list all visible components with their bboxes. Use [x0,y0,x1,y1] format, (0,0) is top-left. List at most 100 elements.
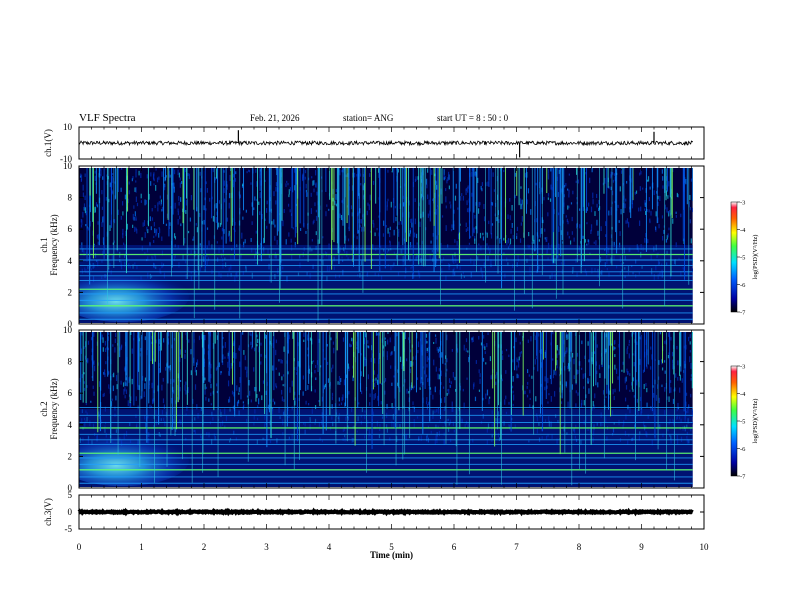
ch1-spectrogram-speckle [415,176,417,182]
ch1-spectrogram-speckle [305,183,307,189]
ch2-spectrogram-speckle [131,378,133,385]
ch2-spectrogram-speckle [375,380,377,384]
ch1-spectrogram-ylabel-freq: Frequency (kHz) [49,214,59,275]
ch1-spectrogram-speckle [491,223,494,226]
ch1-spectrogram-speckle [471,192,473,197]
ch2-spectrogram-speckle [427,357,430,361]
ch2-spectrogram-speckle [524,390,526,395]
ch2-spectrogram-speckle [250,333,252,337]
ch1-spectrogram-speckle [411,222,413,228]
ch1-spectrogram-speckle [389,231,391,238]
ch1-spectrogram-colorbar-label: log(PSD)(V²/Hz) [752,235,759,280]
ch1-spectrogram-speckle [434,212,436,215]
ch1-spectrogram-speckle [610,234,613,239]
ch2-spectrogram-speckle [106,346,108,350]
ch2-spectrogram-speckle [433,359,435,366]
ch2-spectrogram-speckle [482,397,484,401]
ch1-spectrogram-speckle [408,200,410,206]
ch2-spectrogram-speckle [577,370,579,374]
ch1-spectrogram-speckle [542,219,544,224]
ch2-spectrogram-speckle [260,353,262,357]
ch1-spectrogram-speckle [398,221,400,225]
ch1-spectrogram-speckle [608,186,610,189]
ch1-spectrogram-speckle [521,199,523,205]
ch1-spectrogram-speckle [620,170,623,174]
ch1-spectrogram-speckle [620,168,623,169]
ch1-spectrogram-speckle [120,168,123,170]
ch2-spectrogram-speckle [448,378,451,383]
ch1-spectrogram-speckle [128,190,130,195]
ch1-spectrogram-speckle [605,221,607,227]
ch1-spectrogram-speckle [102,216,104,223]
ch2-spectrogram-speckle [596,344,598,348]
ch1-spectrogram-speckle [612,179,615,183]
ch1-spectrogram-speckle [255,230,257,234]
ch2-spectrogram-speckle [478,335,480,340]
ch1-spectrogram-speckle [266,208,268,213]
ch1-spectrogram-speckle [547,169,550,174]
ch2-spectrogram-speckle [256,338,259,344]
ch1-spectrogram-speckle [591,168,593,173]
ch1-spectrogram-speckle [655,227,657,232]
ch1-spectrogram-speckle [579,224,581,229]
ch2-spectrogram-speckle [446,334,448,341]
ch1-spectrogram-speckle [136,202,139,207]
ch2-spectrogram-speckle [303,332,305,337]
ch2-spectrogram-speckle [546,385,548,389]
ch1-spectrogram-nodata [692,168,693,323]
ch1-spectrogram-speckle [85,210,87,216]
ch1-spectrogram-speckle [221,227,224,232]
ch1-spectrogram-speckle [359,208,361,214]
ch1-spectrogram-speckle [280,172,283,178]
ch1-spectrogram-speckle [199,171,201,176]
ch1-waveform-ylabel: ch.1(V) [43,129,53,157]
ch1-spectrogram-speckle [306,192,308,197]
ch1-spectrogram-speckle [185,199,188,206]
ch1-spectrogram-speckle [480,185,482,190]
ch2-spectrogram-speckle [265,390,267,395]
ch2-spectrogram-speckle [370,357,372,363]
ch2-spectrogram-speckle [587,377,589,384]
ch2-spectrogram-speckle [91,375,93,379]
ch1-spectrogram-speckle [447,171,450,178]
ch2-spectrogram-speckle [419,387,421,390]
ch2-spectrogram-speckle [670,380,672,383]
ch2-spectrogram-speckle [172,389,175,394]
ch2-spectrogram-speckle [588,378,590,382]
ch2-spectrogram-speckle [454,376,456,381]
ch1-spectrogram-speckle [223,170,225,173]
ch1-spectrogram-speckle [486,243,488,246]
ch1-spectrogram-speckle [487,181,489,187]
ch1-spectrogram-speckle [195,223,197,226]
ch2-spectrogram-speckle [153,398,155,403]
ch2-spectrogram-speckle [636,341,638,345]
ch1-spectrogram-speckle [109,225,111,231]
ch2-spectrogram-speckle [434,387,436,391]
ch2-spectrogram-speckle [628,339,631,344]
ch1-spectrogram-speckle [619,186,621,192]
ch2-spectrogram-speckle [444,363,446,366]
ch1-spectrogram-speckle [625,198,627,202]
ch2-spectrogram-speckle [246,366,248,373]
ch1-spectrogram-speckle [569,240,572,245]
ch1-spectrogram-speckle [286,180,288,183]
ch2-spectrogram-speckle [173,379,175,383]
ch2-spectrogram-speckle [124,367,126,372]
ch2-spectrogram-speckle [467,350,469,353]
ch2-spectrogram-speckle [85,402,87,406]
ch1-spectrogram-speckle [311,176,313,179]
ch1-spectrogram-speckle [178,172,181,178]
ch2-spectrogram-speckle [555,371,557,376]
ch1-spectrogram-speckle [310,192,312,197]
ch2-spectrogram-speckle [605,396,607,399]
ch1-spectrogram-speckle [135,218,137,221]
ch2-spectrogram-speckle [312,360,315,363]
ch1-spectrogram-speckle [264,179,266,182]
ch1-spectrogram-speckle [359,173,362,177]
ch1-spectrogram-speckle [391,168,393,173]
ch2-spectrogram-speckle [646,387,648,393]
ch1-spectrogram-speckle [390,201,392,208]
ch1-spectrogram-speckle [133,205,135,209]
ch1-spectrogram-speckle [145,200,148,205]
ch2-spectrogram-speckle [519,352,521,358]
